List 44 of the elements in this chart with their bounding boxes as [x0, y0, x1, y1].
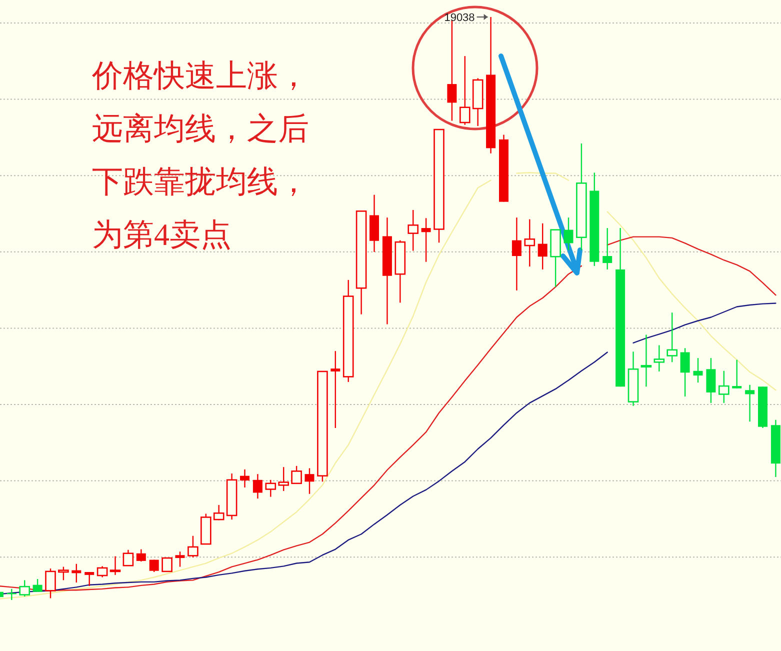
annotation: 价格快速上涨，	[91, 58, 309, 93]
candlestick	[84, 571, 94, 587]
candlestick	[265, 479, 276, 498]
candlestick	[706, 357, 716, 404]
candlestick	[45, 568, 56, 599]
candlestick	[538, 222, 548, 270]
candlestick	[640, 334, 652, 388]
candlestick	[732, 359, 742, 389]
annotation: 19038	[444, 12, 475, 24]
candlestick	[447, 20, 457, 122]
candlestick	[564, 216, 574, 251]
candlestick	[304, 468, 314, 494]
candlestick	[96, 566, 108, 578]
annotation: 远离均线，之后	[92, 111, 309, 146]
annotation: 为第4卖点	[92, 217, 232, 252]
candlestick	[240, 468, 250, 488]
candlestick	[693, 357, 703, 384]
candlestick	[122, 549, 134, 566]
candlestick	[291, 465, 302, 484]
candlestick	[149, 559, 159, 573]
candlestick	[512, 216, 522, 292]
candlestick	[524, 218, 536, 268]
candlestick	[110, 556, 121, 576]
candlestick	[602, 227, 612, 270]
candlestick	[718, 370, 730, 404]
candlestick	[188, 535, 198, 558]
candlestick	[252, 473, 262, 500]
candlestick	[32, 578, 42, 592]
candlestick	[408, 209, 418, 252]
candlestick	[330, 350, 340, 429]
candlestick	[421, 218, 431, 262]
candlestick	[654, 344, 665, 372]
candlestick	[666, 312, 678, 363]
candlestick	[58, 566, 69, 581]
candlestick	[680, 348, 690, 398]
candlestick	[19, 580, 30, 598]
candlestick	[213, 504, 224, 521]
candlestick	[175, 551, 185, 568]
candlestick	[136, 548, 146, 562]
annotation: 下跌靠拢均线，	[92, 164, 309, 199]
candlestick	[162, 556, 172, 572]
candlestick	[460, 55, 470, 126]
candlestick	[278, 466, 289, 492]
candlestick	[745, 384, 755, 422]
